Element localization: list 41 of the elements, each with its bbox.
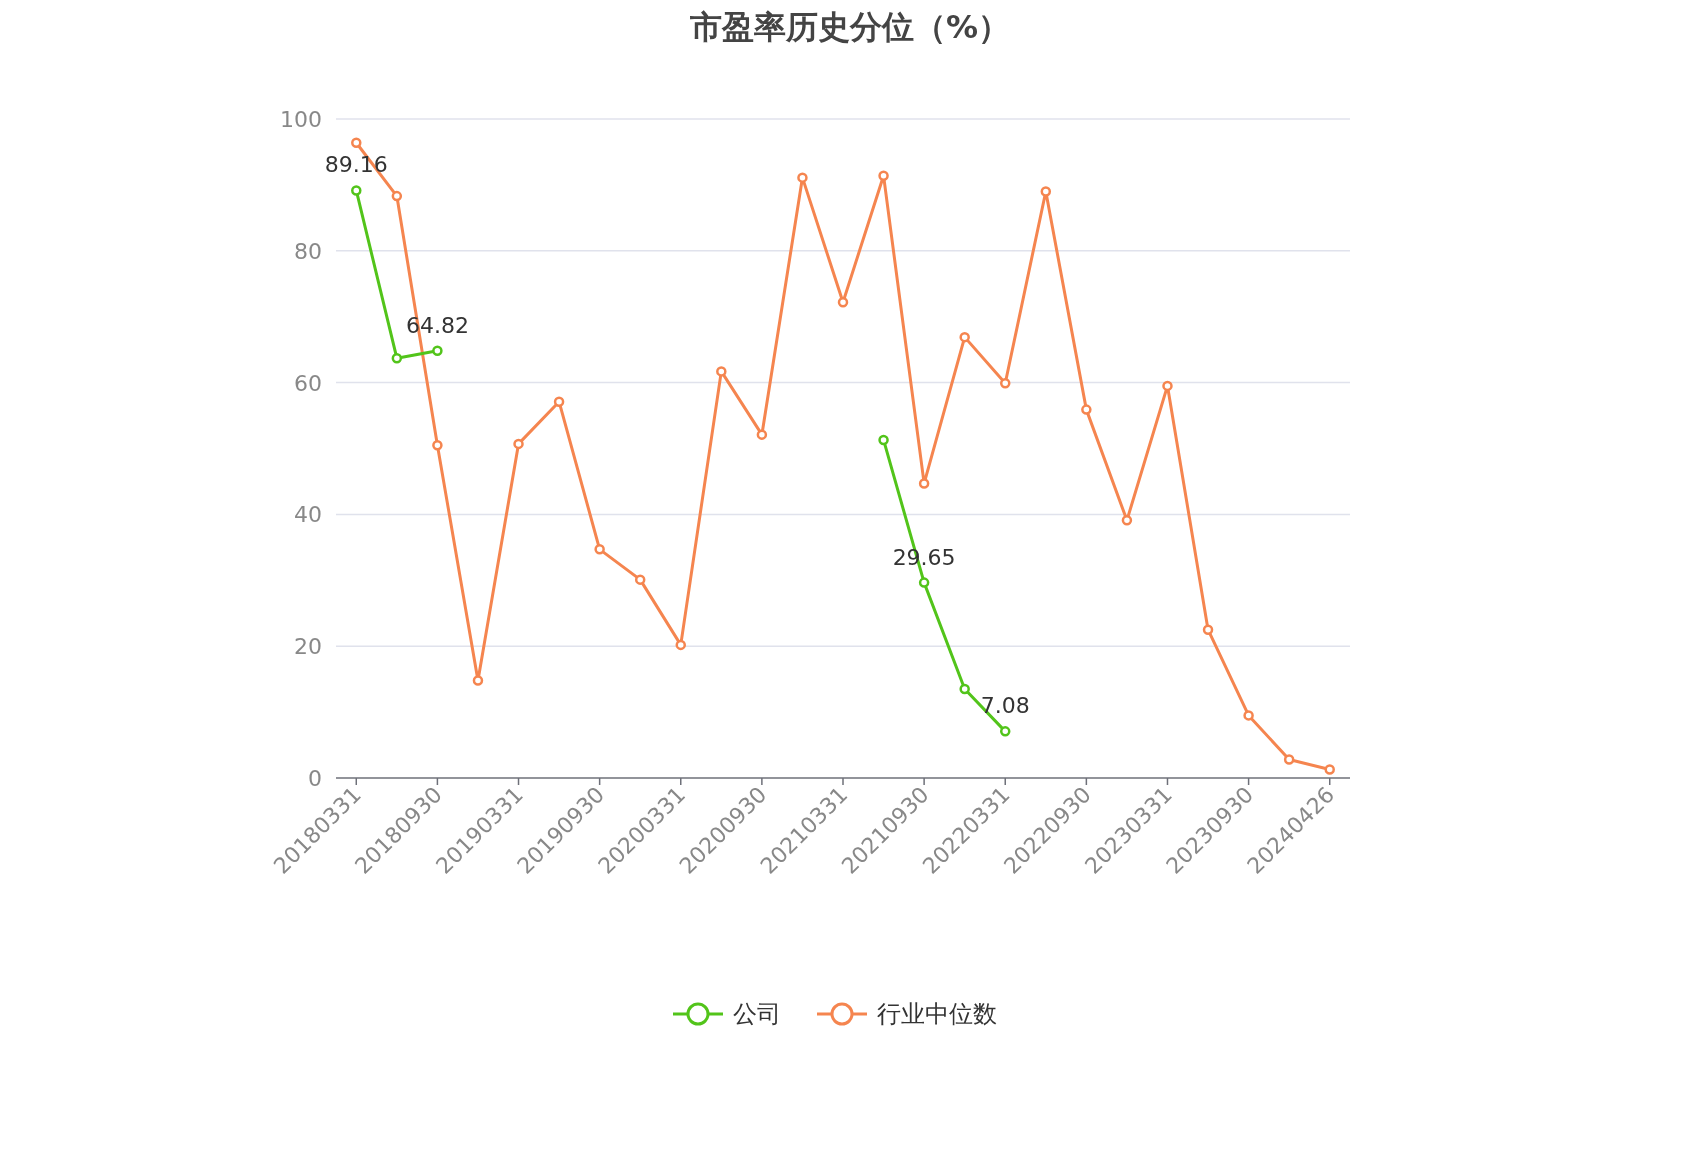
point <box>391 190 403 202</box>
ytick: 40 <box>294 502 322 528</box>
point <box>351 185 362 196</box>
title: 市盈率历史分位（%） <box>689 8 1011 46</box>
point <box>959 331 970 343</box>
point <box>432 345 443 357</box>
point <box>1081 404 1092 415</box>
point <box>1243 710 1254 721</box>
point <box>594 544 605 555</box>
legend-label: 公司 <box>733 1000 781 1028</box>
value-label: 7.08 <box>980 693 1030 719</box>
point <box>634 574 646 585</box>
point <box>999 378 1011 389</box>
point <box>1121 515 1133 526</box>
point <box>391 352 403 364</box>
ytick: 0 <box>308 766 322 791</box>
point <box>1202 624 1214 635</box>
point <box>432 439 443 451</box>
point <box>675 639 687 651</box>
point <box>1040 186 1052 197</box>
point <box>878 434 889 446</box>
point <box>959 683 970 695</box>
ytick: 60 <box>294 370 322 396</box>
point <box>878 170 889 181</box>
ytick: 100 <box>280 107 322 132</box>
point <box>553 396 565 407</box>
point <box>797 172 808 183</box>
point <box>513 438 524 450</box>
legend-label: 行业中位数 <box>877 1000 997 1028</box>
ytick: 20 <box>294 634 322 660</box>
point <box>918 478 930 489</box>
point <box>756 429 768 440</box>
point <box>716 366 727 377</box>
point <box>999 726 1011 737</box>
point <box>351 137 362 148</box>
point <box>472 675 484 686</box>
ytick: 80 <box>294 238 322 264</box>
point <box>1324 764 1335 775</box>
point <box>918 577 930 588</box>
point <box>1283 754 1295 765</box>
point <box>1162 380 1173 392</box>
